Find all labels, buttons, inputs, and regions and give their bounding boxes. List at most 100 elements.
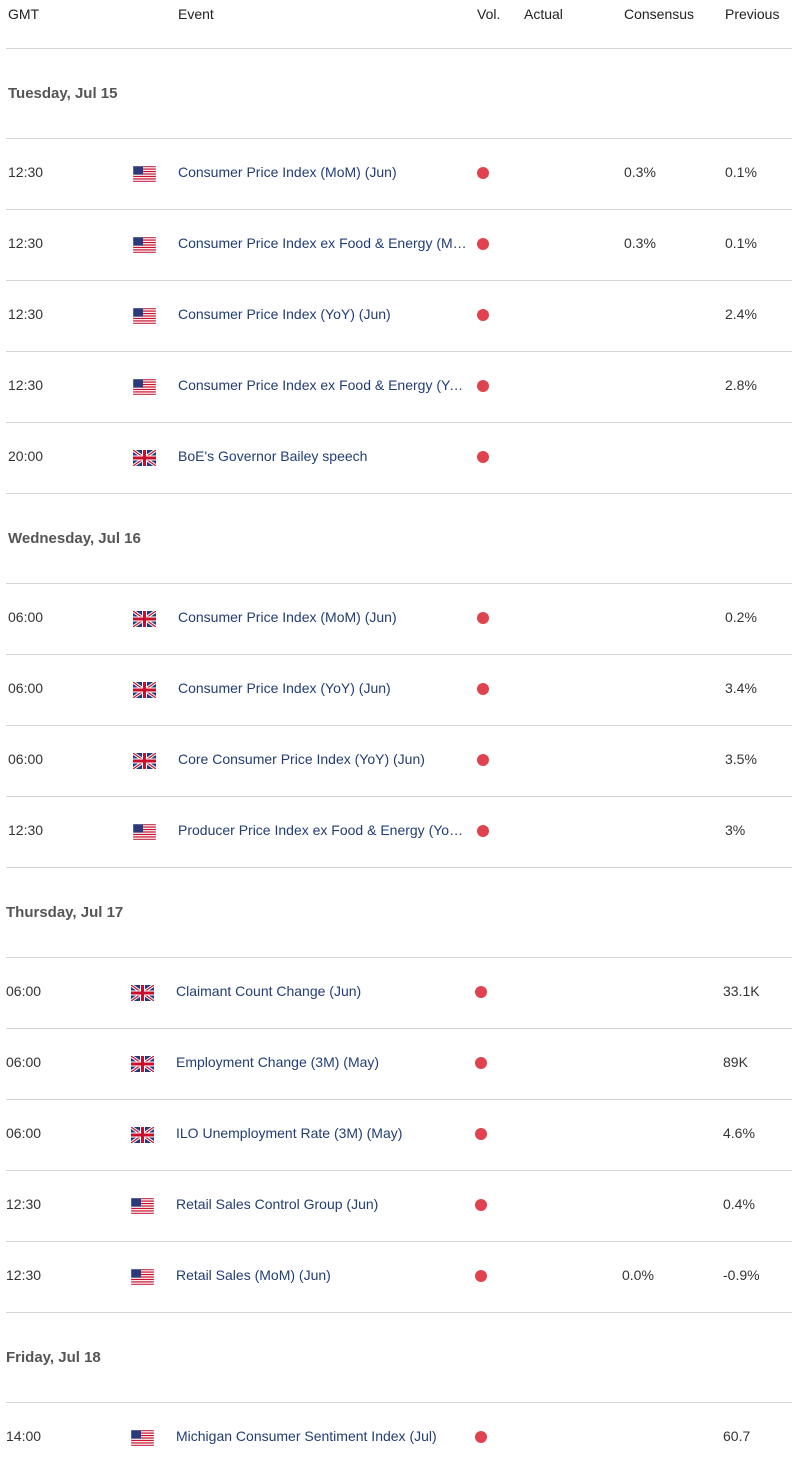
event-name[interactable]: Consumer Price Index (YoY) (Jun)	[178, 680, 391, 696]
table-row[interactable]: 06:00 Employment Change (3M) (May) 89K	[0, 1028, 792, 1099]
volatility-high-icon	[475, 1128, 487, 1140]
us-flag-icon	[133, 824, 156, 840]
header-consensus: Consensus	[624, 6, 695, 22]
event-time: 20:00	[8, 448, 44, 464]
header-event: Event	[178, 6, 214, 22]
event-name[interactable]: Retail Sales Control Group (Jun)	[176, 1196, 379, 1212]
uk-flag-icon	[133, 611, 156, 627]
divider	[6, 351, 792, 352]
event-time: 12:30	[6, 1267, 42, 1283]
previous-value: 33.1K	[723, 983, 760, 999]
previous-value: 2.8%	[725, 377, 757, 393]
divider	[6, 957, 792, 958]
volatility-high-icon	[477, 309, 489, 321]
event-name[interactable]: Consumer Price Index (YoY) (Jun)	[178, 306, 391, 322]
event-time: 12:30	[6, 1196, 42, 1212]
divider	[6, 583, 792, 584]
event-name[interactable]: Consumer Price Index (MoM) (Jun)	[178, 609, 397, 625]
table-row[interactable]: 12:30 Consumer Price Index (MoM) (Jun) 0…	[0, 138, 792, 209]
event-time: 12:30	[8, 306, 44, 322]
day-header: Thursday, Jul 17	[6, 904, 124, 921]
uk-flag-icon	[133, 450, 156, 466]
volatility-high-icon	[477, 238, 489, 250]
table-row[interactable]: 12:30 Consumer Price Index ex Food & Ene…	[0, 209, 792, 280]
table-row[interactable]: 20:00 BoE's Governor Bailey speech	[0, 422, 792, 493]
event-time: 06:00	[8, 680, 44, 696]
consensus-value: 0.0%	[622, 1267, 654, 1283]
previous-value: 3%	[725, 822, 746, 838]
uk-flag-icon	[131, 1056, 154, 1072]
previous-value: 2.4%	[725, 306, 757, 322]
divider	[6, 654, 792, 655]
event-name[interactable]: Producer Price Index ex Food & Energy (Y…	[178, 822, 470, 838]
table-row[interactable]: 12:30 Retail Sales (MoM) (Jun) 0.0% -0.9…	[0, 1241, 792, 1312]
event-name[interactable]: Consumer Price Index ex Food & Energy (Y…	[178, 377, 470, 393]
divider	[6, 867, 792, 868]
divider	[6, 138, 792, 139]
table-row[interactable]: 06:00 Consumer Price Index (YoY) (Jun) 3…	[0, 654, 792, 725]
previous-value: 60.7	[723, 1428, 751, 1444]
table-row[interactable]: 06:00 Consumer Price Index (MoM) (Jun) 0…	[0, 583, 792, 654]
volatility-high-icon	[477, 825, 489, 837]
divider	[6, 1170, 792, 1171]
event-name[interactable]: Retail Sales (MoM) (Jun)	[176, 1267, 331, 1283]
table-row[interactable]: 06:00 Claimant Count Change (Jun) 33.1K	[0, 957, 792, 1028]
header-gmt: GMT	[8, 6, 40, 22]
event-time: 12:30	[8, 822, 44, 838]
event-time: 12:30	[8, 164, 44, 180]
volatility-high-icon	[477, 451, 489, 463]
event-time: 12:30	[8, 235, 44, 251]
volatility-high-icon	[475, 1199, 487, 1211]
table-row[interactable]: 12:30 Consumer Price Index (YoY) (Jun) 2…	[0, 280, 792, 351]
header-actual: Actual	[524, 6, 563, 22]
event-time: 14:00	[6, 1428, 42, 1444]
us-flag-icon	[133, 308, 156, 324]
table-row[interactable]: 06:00 Core Consumer Price Index (YoY) (J…	[0, 725, 792, 796]
previous-value: 3.5%	[725, 751, 757, 767]
event-name[interactable]: Employment Change (3M) (May)	[176, 1054, 380, 1070]
event-name[interactable]: ILO Unemployment Rate (3M) (May)	[176, 1125, 403, 1141]
us-flag-icon	[131, 1198, 154, 1214]
table-row[interactable]: 12:30 Consumer Price Index ex Food & Ene…	[0, 351, 792, 422]
day-header: Wednesday, Jul 16	[8, 530, 141, 547]
uk-flag-icon	[131, 1127, 154, 1143]
table-row[interactable]: 06:00 ILO Unemployment Rate (3M) (May) 4…	[0, 1099, 792, 1170]
event-time: 06:00	[8, 609, 44, 625]
day-header: Friday, Jul 18	[6, 1349, 101, 1366]
event-time: 06:00	[6, 1125, 42, 1141]
event-name[interactable]: Consumer Price Index (MoM) (Jun)	[178, 164, 397, 180]
event-name[interactable]: Michigan Consumer Sentiment Index (Jul)	[176, 1428, 437, 1444]
us-flag-icon	[133, 166, 156, 182]
event-time: 06:00	[8, 751, 44, 767]
previous-value: 4.6%	[723, 1125, 755, 1141]
header-previous: Previous	[725, 6, 780, 22]
us-flag-icon	[131, 1269, 154, 1285]
divider	[6, 796, 792, 797]
us-flag-icon	[133, 237, 156, 253]
divider	[6, 1099, 792, 1100]
previous-value: 0.1%	[725, 235, 757, 251]
table-row[interactable]: 14:00 Michigan Consumer Sentiment Index …	[0, 1402, 792, 1473]
header-vol: Vol.	[477, 6, 501, 22]
event-name[interactable]: Core Consumer Price Index (YoY) (Jun)	[178, 751, 425, 767]
event-name[interactable]: Claimant Count Change (Jun)	[176, 983, 362, 999]
table-row[interactable]: 12:30 Producer Price Index ex Food & Ene…	[0, 796, 792, 867]
table-row[interactable]: 12:30 Retail Sales Control Group (Jun) 0…	[0, 1170, 792, 1241]
event-name[interactable]: BoE's Governor Bailey speech	[178, 448, 368, 464]
event-time: 12:30	[8, 377, 44, 393]
volatility-high-icon	[477, 612, 489, 624]
volatility-high-icon	[475, 1057, 487, 1069]
divider	[6, 1028, 792, 1029]
divider	[6, 1312, 792, 1313]
divider	[6, 493, 792, 494]
previous-value: 0.1%	[725, 164, 757, 180]
uk-flag-icon	[133, 682, 156, 698]
volatility-high-icon	[477, 754, 489, 766]
event-time: 06:00	[6, 983, 42, 999]
previous-value: 3.4%	[725, 680, 757, 696]
volatility-high-icon	[475, 1270, 487, 1282]
divider	[6, 209, 792, 210]
day-header: Tuesday, Jul 15	[8, 85, 118, 102]
event-name[interactable]: Consumer Price Index ex Food & Energy (M…	[178, 235, 470, 251]
event-time: 06:00	[6, 1054, 42, 1070]
